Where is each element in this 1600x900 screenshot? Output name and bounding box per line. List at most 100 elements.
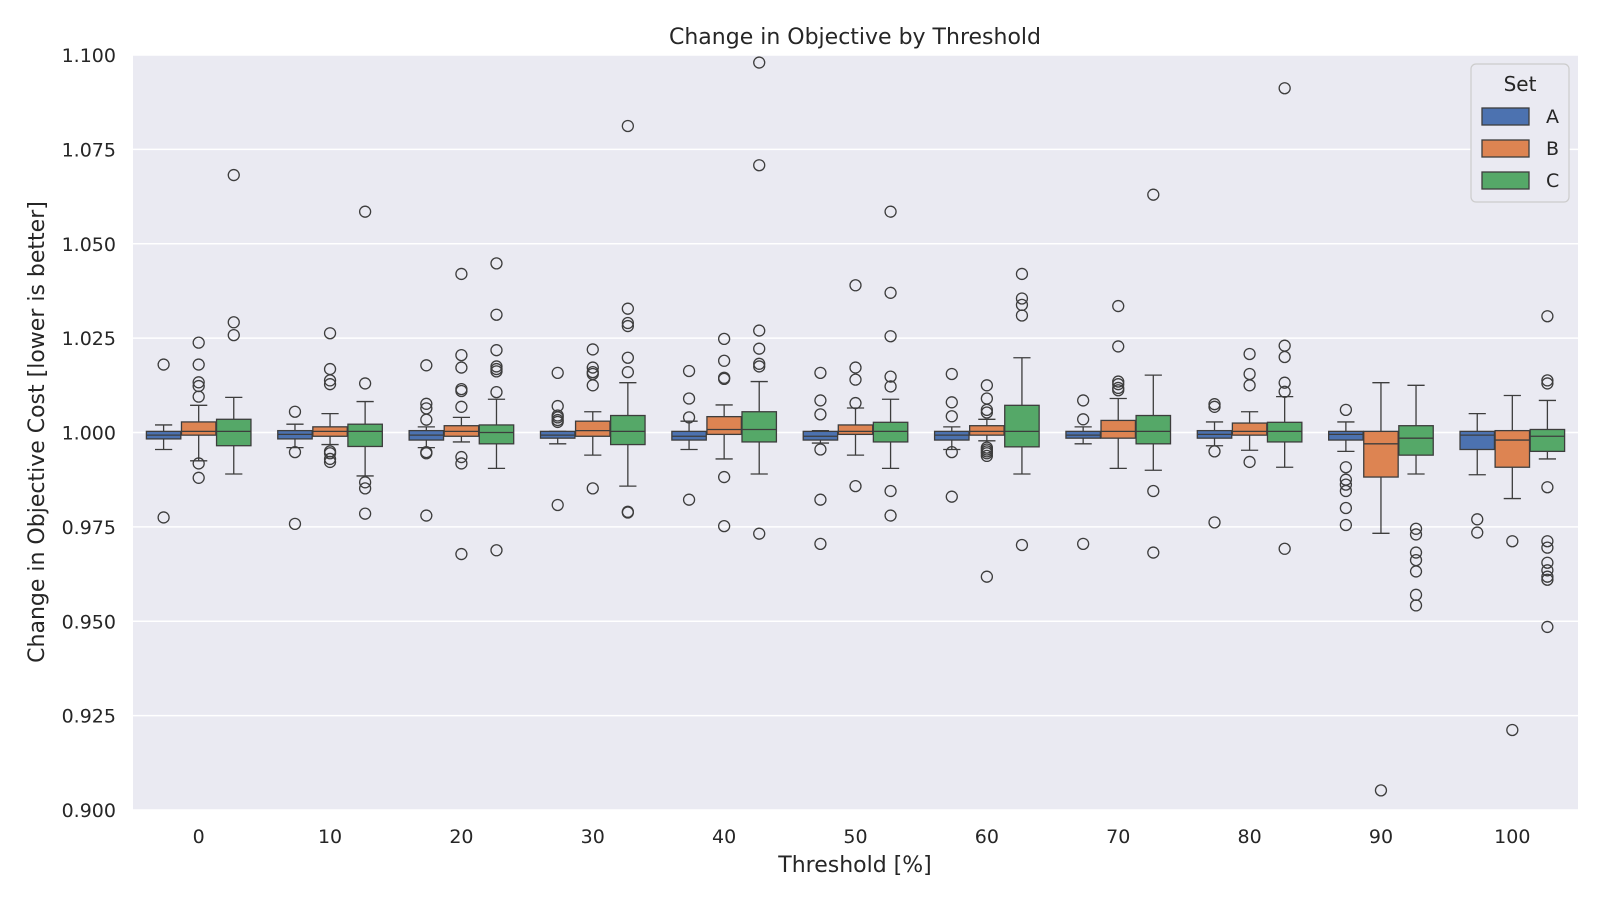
outlier-point [1077, 537, 1090, 551]
outlier-point [358, 205, 372, 218]
box-group [1231, 347, 1268, 469]
y-tick-label: 0.975 [62, 517, 116, 539]
x-tick-label: 80 [1237, 826, 1261, 848]
outlier-point [1208, 400, 1221, 413]
series-B [180, 267, 1531, 797]
outlier-point [358, 476, 372, 489]
box-group [1004, 267, 1040, 552]
outlier-point [1147, 484, 1160, 498]
x-tick-label: 30 [581, 826, 605, 848]
outlier-point [192, 457, 205, 470]
outlier-point [682, 411, 696, 424]
outlier-point [849, 479, 862, 493]
outlier-point [1541, 556, 1554, 569]
outlier-point [717, 519, 731, 533]
legend-label-B: B [1546, 138, 1559, 160]
x-tick-label: 100 [1494, 826, 1530, 848]
outlier-point [1541, 374, 1554, 387]
box-group [969, 379, 1005, 583]
outlier-point [945, 490, 958, 503]
outlier-point [420, 359, 433, 372]
box-group [609, 119, 646, 519]
x-tick-label: 10 [318, 826, 342, 848]
outlier-point [358, 482, 372, 495]
y-tick-label: 1.100 [62, 45, 116, 67]
box-series [145, 56, 1566, 797]
box [1328, 430, 1364, 441]
outlier-point [1541, 481, 1554, 494]
outlier-point [814, 394, 827, 407]
outlier-point [1541, 564, 1554, 577]
y-tick-label: 1.075 [62, 139, 116, 161]
outlier-point [192, 376, 205, 389]
outlier-point [455, 348, 468, 362]
outlier-point [1077, 413, 1090, 426]
outlier-point [849, 361, 862, 374]
legend-label-C: C [1546, 170, 1559, 192]
outlier-point [323, 447, 337, 460]
outlier-point [884, 330, 897, 343]
box-group [802, 366, 839, 551]
outlier-point [1278, 350, 1291, 364]
box [1266, 421, 1303, 443]
x-tick-label: 70 [1106, 826, 1130, 848]
outlier-point [455, 384, 468, 398]
outlier-point [621, 319, 634, 333]
series-A [145, 358, 1496, 551]
x-tick-label: 20 [449, 826, 473, 848]
outlier-point [323, 378, 337, 391]
outlier-point [1015, 267, 1029, 281]
outlier-point [1112, 384, 1125, 397]
box-group [1494, 394, 1531, 737]
box-group [1266, 82, 1303, 555]
outlier-point [420, 397, 433, 410]
outlier-point [1243, 455, 1256, 469]
box [872, 421, 909, 443]
outlier-point [980, 570, 994, 583]
outlier-point [1541, 535, 1554, 548]
x-axis-ticks: 0 10 20 30 40 50 60 70 80 90 100 [193, 826, 1531, 848]
outlier-point [884, 509, 897, 522]
outlier-point [717, 372, 731, 386]
box-group [347, 205, 383, 520]
outlier-point [884, 380, 897, 393]
outlier-point [586, 482, 599, 495]
box-group [1529, 310, 1566, 634]
box [478, 424, 515, 445]
outlier-point [1077, 394, 1090, 407]
outlier-point [455, 457, 468, 470]
outlier-point [227, 328, 240, 342]
outlier-point [814, 493, 827, 506]
legend-swatch-A [1481, 107, 1530, 126]
outlier-point [490, 544, 503, 557]
outlier-point [1471, 526, 1484, 539]
box-group [277, 405, 313, 531]
outlier-point [849, 279, 862, 292]
outlier-point [1339, 501, 1353, 515]
x-tick-label: 60 [975, 826, 999, 848]
outlier-point [753, 342, 766, 355]
box-group [1065, 394, 1102, 551]
outlier-point [849, 373, 862, 386]
outlier-point [1506, 723, 1519, 737]
outlier-point [490, 365, 503, 378]
outlier-point [420, 509, 433, 522]
box [706, 415, 742, 436]
box-group [408, 359, 445, 522]
box-group [574, 343, 611, 495]
legend-swatch-B [1481, 139, 1530, 158]
box [609, 414, 646, 446]
outlier-point [1506, 535, 1519, 548]
x-tick-label: 0 [193, 826, 205, 848]
outlier-point [1208, 445, 1221, 458]
legend-title: Set [1504, 72, 1537, 96]
outlier-point [1374, 784, 1388, 797]
outlier-point [323, 374, 337, 387]
box-group [706, 332, 742, 533]
legend: Set ABC [1470, 63, 1570, 203]
outlier-point [884, 205, 897, 218]
box [837, 424, 874, 436]
x-axis-label: Threshold [%] [777, 853, 931, 878]
x-tick-label: 40 [712, 826, 736, 848]
